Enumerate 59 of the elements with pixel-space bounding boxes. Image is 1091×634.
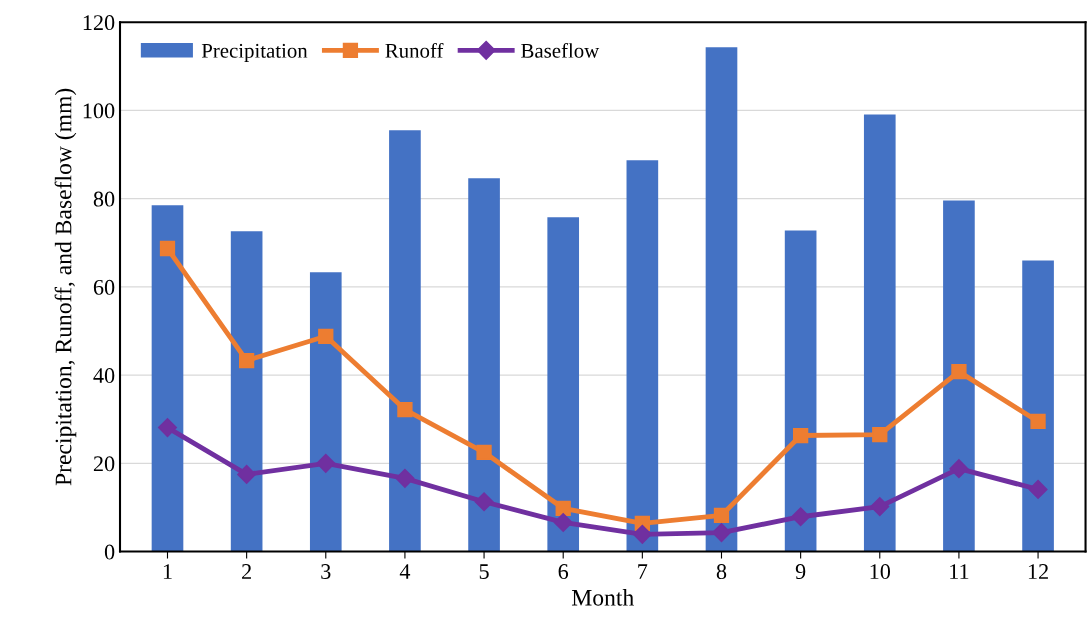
x-tick-label: 10 bbox=[870, 564, 891, 580]
point bbox=[791, 507, 811, 527]
point bbox=[870, 497, 890, 517]
x-axis-title: Month bbox=[571, 589, 634, 606]
bar bbox=[1022, 260, 1054, 552]
x-tick-label: 5 bbox=[479, 564, 489, 580]
point bbox=[159, 240, 176, 257]
x-tick-label: 1 bbox=[163, 564, 172, 579]
y-tick-label: 120 bbox=[83, 15, 115, 31]
y-tick-label: 20 bbox=[93, 456, 115, 472]
point bbox=[872, 427, 888, 443]
x-tick-label: 12 bbox=[1028, 564, 1048, 579]
point bbox=[711, 523, 732, 543]
point bbox=[1030, 413, 1046, 430]
point bbox=[395, 468, 415, 488]
point bbox=[792, 427, 809, 444]
bar bbox=[230, 231, 263, 552]
x-tick-label: 3 bbox=[321, 564, 331, 580]
y-tick-label: 100 bbox=[83, 103, 115, 119]
point bbox=[157, 418, 178, 438]
bar bbox=[468, 178, 500, 552]
point bbox=[238, 352, 255, 369]
legend-label: Precipitation bbox=[201, 43, 308, 63]
bar bbox=[705, 47, 738, 552]
x-tick-label: 8 bbox=[716, 564, 727, 580]
point bbox=[476, 444, 492, 460]
point bbox=[632, 524, 652, 544]
y-tick-label: 40 bbox=[93, 368, 115, 384]
point bbox=[951, 363, 967, 380]
bar bbox=[547, 217, 580, 552]
bar bbox=[943, 200, 975, 552]
legend-label: Baseflow bbox=[521, 42, 600, 58]
bar bbox=[626, 160, 659, 552]
point bbox=[555, 500, 571, 516]
point bbox=[713, 507, 730, 524]
legend-label: Runoff bbox=[385, 42, 444, 58]
point bbox=[397, 401, 413, 418]
bar bbox=[309, 272, 342, 552]
point bbox=[553, 512, 573, 532]
y-tick-label: 60 bbox=[93, 279, 115, 295]
bar bbox=[389, 130, 421, 552]
y-tick-label: 0 bbox=[104, 544, 115, 560]
x-tick-label: 11 bbox=[950, 564, 969, 579]
y-tick-label: 80 bbox=[93, 191, 115, 207]
point bbox=[237, 464, 257, 484]
point bbox=[1028, 479, 1048, 499]
x-tick-label: 2 bbox=[242, 564, 251, 579]
point bbox=[318, 328, 334, 344]
point bbox=[949, 459, 969, 479]
x-tick-label: 4 bbox=[399, 564, 411, 579]
bar bbox=[784, 230, 817, 552]
point bbox=[316, 453, 336, 473]
point bbox=[474, 492, 494, 512]
bar bbox=[151, 205, 184, 552]
y-axis-title: Precipitation, Runoff, and Baseflow (mm) bbox=[54, 88, 77, 486]
x-tick-label: 6 bbox=[558, 564, 569, 580]
x-tick-label: 9 bbox=[795, 564, 806, 580]
x-tick-label: 7 bbox=[638, 564, 648, 579]
bar bbox=[863, 114, 896, 552]
